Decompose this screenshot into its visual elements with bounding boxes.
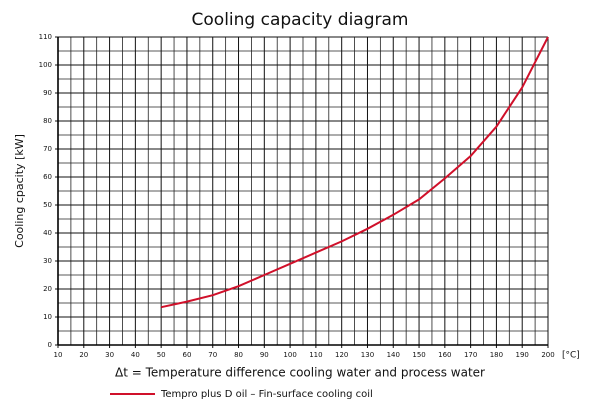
x-tick-label: 150: [412, 351, 425, 359]
x-tick-label: 170: [464, 351, 477, 359]
x-tick-label: 70: [208, 351, 217, 359]
x-tick-label: 10: [54, 351, 63, 359]
y-tick-label: 60: [43, 173, 52, 181]
x-tick-label: 180: [490, 351, 503, 359]
y-tick-label: 80: [43, 117, 52, 125]
x-tick-label: 190: [516, 351, 529, 359]
x-tick-label: 120: [335, 351, 348, 359]
data-line: [160, 36, 549, 309]
x-tick-label: 60: [182, 351, 191, 359]
y-tick-label: 90: [43, 89, 52, 97]
y-tick-label: 0: [48, 341, 52, 349]
x-tick-label: 50: [157, 351, 166, 359]
x-tick-label: 40: [131, 351, 140, 359]
y-tick-label: 30: [43, 257, 52, 265]
x-tick-label: 80: [234, 351, 243, 359]
y-tick-label: 50: [43, 201, 52, 209]
x-tick-label: 100: [283, 351, 296, 359]
x-tick-label: 20: [79, 351, 88, 359]
chart-title: Cooling capacity diagram: [192, 10, 409, 30]
legend-label: Tempro plus D oil – Fin-surface cooling …: [160, 389, 373, 400]
y-tick-label: 40: [43, 229, 52, 237]
y-tick-label: 70: [43, 145, 52, 153]
x-tick-label: 200: [541, 351, 554, 359]
x-tick-label: 90: [260, 351, 269, 359]
x-tick-label: 160: [438, 351, 451, 359]
y-tick-label: 110: [39, 33, 52, 41]
x-tick-label: 110: [309, 351, 322, 359]
y-tick-label: 100: [39, 61, 52, 69]
y-tick-label: 10: [43, 313, 52, 321]
y-tick-label: 20: [43, 285, 52, 293]
x-tick-label: 140: [387, 351, 400, 359]
x-unit: [°C]: [562, 351, 580, 361]
x-tick-label: 130: [361, 351, 374, 359]
x-axis-label: Δt = Temperature difference cooling wate…: [115, 366, 485, 380]
x-tick-label: 30: [105, 351, 114, 359]
y-axis-label: Cooling cpacity [kW]: [13, 134, 26, 248]
